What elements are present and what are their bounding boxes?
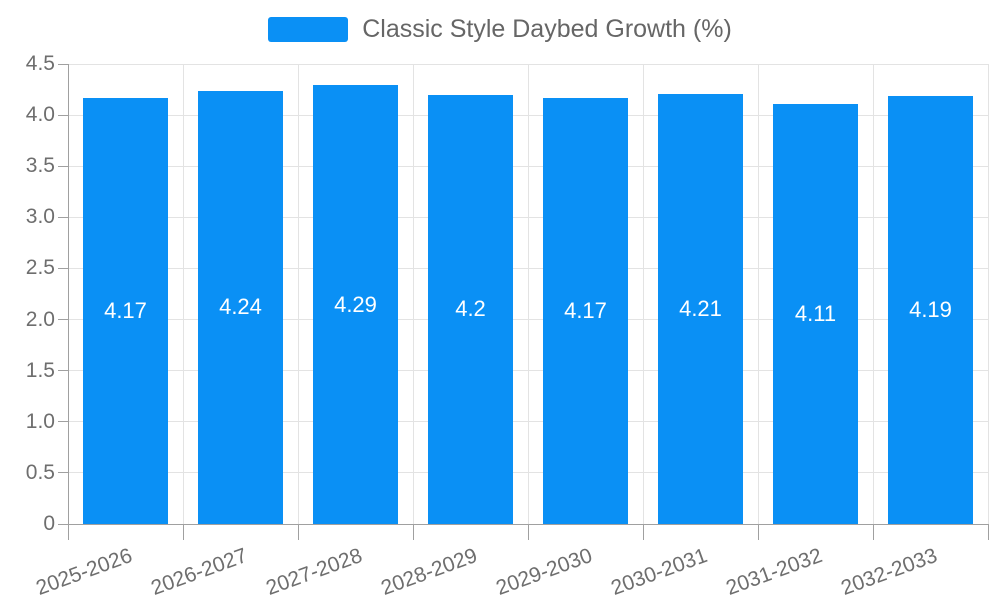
gridline-vertical: [872, 64, 874, 524]
y-axis-tick-label: 1.0: [25, 409, 55, 433]
bar: [773, 103, 858, 524]
gridline-vertical: [182, 64, 184, 524]
legend-swatch-icon: [268, 16, 349, 42]
y-axis-tick: [58, 114, 68, 116]
bar-value-label: 4.17: [104, 297, 147, 323]
bar: [313, 85, 398, 524]
bar: [658, 93, 743, 524]
bar-value-label: 4.29: [334, 291, 377, 317]
x-axis-tick: [757, 524, 759, 540]
bar: [428, 94, 513, 524]
x-axis-tick-label: 2030-2031: [608, 544, 711, 600]
y-axis-tick: [58, 523, 68, 525]
gridline-vertical: [527, 64, 529, 524]
x-axis-tick: [412, 524, 414, 540]
gridline-vertical: [297, 64, 299, 524]
x-axis-tick-label: 2027-2028: [263, 544, 366, 600]
y-axis-tick-label: 2.0: [25, 307, 55, 331]
bar-value-label: 4.21: [679, 295, 722, 321]
gridline-vertical: [757, 64, 759, 524]
x-axis-tick: [297, 524, 299, 540]
y-axis-tick: [58, 421, 68, 423]
y-axis-tick: [58, 267, 68, 269]
y-axis-tick: [58, 319, 68, 321]
x-axis-tick: [67, 524, 69, 540]
gridline-vertical: [642, 64, 644, 524]
y-axis-tick-label: 1.5: [25, 358, 55, 382]
y-axis-tick-label: 3.0: [25, 205, 55, 229]
bar: [198, 90, 283, 524]
x-axis-tick-label: 2029-2030: [493, 544, 596, 600]
bar-value-label: 4.2: [455, 296, 486, 322]
bar-value-label: 4.24: [219, 294, 262, 320]
x-axis-line: [68, 523, 988, 525]
x-axis-tick-label: 2031-2032: [723, 544, 826, 600]
chart-legend: Classic Style Daybed Growth (%): [0, 16, 1000, 42]
gridline-vertical: [987, 64, 989, 524]
x-axis-tick-label: 2025-2026: [33, 544, 136, 600]
x-axis-tick: [872, 524, 874, 540]
bar-value-label: 4.17: [564, 297, 607, 323]
bar-value-label: 4.19: [909, 296, 952, 322]
x-axis-tick-label: 2032-2033: [838, 544, 941, 600]
y-axis-tick: [58, 472, 68, 474]
x-axis-tick-label: 2026-2027: [148, 544, 251, 600]
y-axis-tick-label: 0.5: [25, 460, 55, 484]
bar: [888, 95, 973, 524]
x-axis-tick-label: 2028-2029: [378, 544, 481, 600]
legend-label: Classic Style Daybed Growth (%): [362, 15, 732, 43]
y-axis-tick-label: 2.5: [25, 256, 55, 280]
y-axis-tick: [58, 165, 68, 167]
y-axis-tick-label: 0: [43, 512, 55, 535]
x-axis-tick: [527, 524, 529, 540]
y-axis-tick-label: 4.5: [25, 52, 55, 75]
y-axis-line: [67, 64, 69, 524]
bar-value-label: 4.11: [794, 300, 837, 326]
bar: [543, 97, 628, 524]
gridline-vertical: [412, 64, 414, 524]
y-axis-tick: [58, 216, 68, 218]
x-axis-tick: [642, 524, 644, 540]
y-axis-tick-label: 3.5: [25, 154, 55, 178]
x-axis-tick: [182, 524, 184, 540]
y-axis-tick-label: 4.0: [25, 103, 55, 127]
y-axis-tick: [58, 63, 68, 65]
bar: [83, 97, 168, 524]
x-axis-tick: [987, 524, 989, 540]
y-axis-tick: [58, 370, 68, 372]
